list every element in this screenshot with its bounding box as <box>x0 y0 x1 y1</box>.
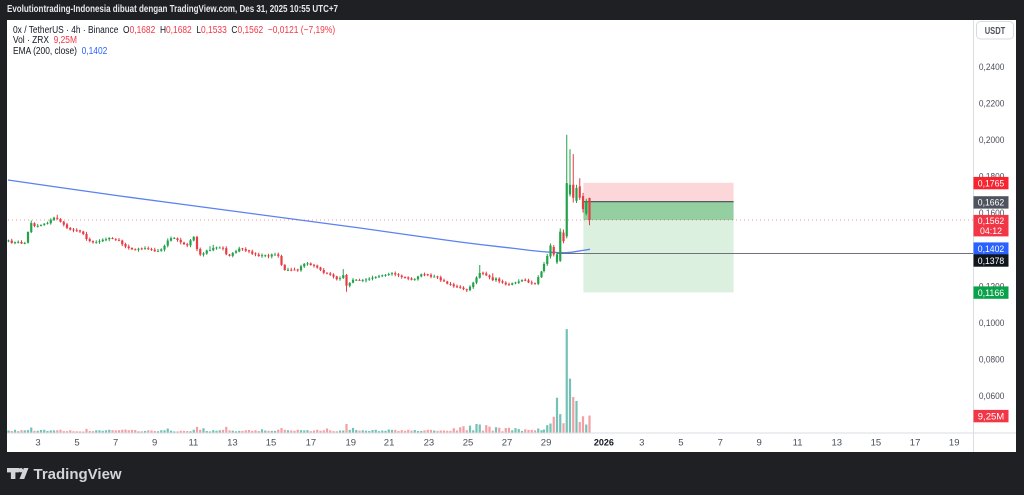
svg-text:19: 19 <box>949 438 960 449</box>
svg-text:0,0600: 0,0600 <box>979 391 1005 402</box>
svg-text:7: 7 <box>113 438 118 449</box>
svg-text:25: 25 <box>463 438 474 449</box>
svg-text:3: 3 <box>35 438 40 449</box>
svg-text:13: 13 <box>832 438 843 449</box>
svg-text:3: 3 <box>639 438 644 449</box>
svg-text:0,1600: 0,1600 <box>979 208 1005 219</box>
svg-text:17: 17 <box>306 438 317 449</box>
svg-text:21: 21 <box>384 438 395 449</box>
svg-text:7: 7 <box>718 438 723 449</box>
svg-text:0,1402: 0,1402 <box>978 244 1005 255</box>
svg-text:15: 15 <box>871 438 882 449</box>
svg-text:2026: 2026 <box>594 438 614 449</box>
svg-text:11: 11 <box>188 438 198 449</box>
svg-text:9: 9 <box>152 438 157 449</box>
svg-text:0,1166: 0,1166 <box>978 288 1005 299</box>
svg-text:23: 23 <box>424 438 435 449</box>
svg-text:17: 17 <box>910 438 921 449</box>
svg-text:0,1765: 0,1765 <box>978 178 1005 189</box>
svg-text:5: 5 <box>678 438 683 449</box>
svg-text:19: 19 <box>346 438 357 449</box>
svg-text:9,25M: 9,25M <box>978 411 1005 422</box>
svg-text:0,0800: 0,0800 <box>979 355 1005 366</box>
svg-text:0,1000: 0,1000 <box>979 318 1005 329</box>
svg-text:27: 27 <box>502 438 513 449</box>
svg-text:04:12: 04:12 <box>980 226 1002 237</box>
svg-text:5: 5 <box>74 438 79 449</box>
svg-text:USDT: USDT <box>985 26 1006 37</box>
svg-text:15: 15 <box>266 438 277 449</box>
svg-text:0,2200: 0,2200 <box>979 98 1005 109</box>
svg-text:0,2000: 0,2000 <box>979 135 1005 146</box>
svg-text:0,1662: 0,1662 <box>978 198 1005 209</box>
svg-text:13: 13 <box>227 438 238 449</box>
svg-text:0,1378: 0,1378 <box>978 256 1005 267</box>
svg-text:11: 11 <box>793 438 803 449</box>
svg-text:0,1562: 0,1562 <box>978 216 1005 227</box>
svg-text:9: 9 <box>756 438 761 449</box>
svg-text:0,2400: 0,2400 <box>979 62 1005 73</box>
svg-text:29: 29 <box>541 438 552 449</box>
